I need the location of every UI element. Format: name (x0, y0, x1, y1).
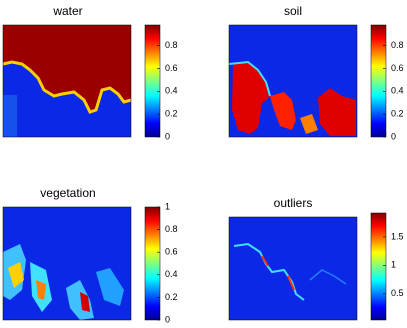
image-frame (2, 24, 132, 138)
colorbar-tick-label: 0 (165, 314, 170, 324)
colorbar-tick-label: 0.8 (391, 40, 404, 50)
panel-title: vegetation (40, 186, 95, 200)
colorbar (144, 206, 161, 321)
colorbar-tick-label: 0.4 (391, 86, 404, 96)
colorbar (144, 24, 161, 138)
soil-map (228, 25, 357, 137)
colorbar (370, 24, 387, 138)
vegetation-map (3, 207, 131, 320)
image-frame (228, 216, 358, 321)
water-map (2, 25, 132, 137)
colorbar-tick-label: 0.5 (391, 288, 404, 298)
colorbar-tick-label: 0.4 (165, 269, 178, 279)
panel-title: outliers (274, 196, 313, 210)
panel-title: water (52, 4, 82, 18)
colorbar-tick-label: 0 (391, 131, 396, 141)
colorbar-tick-label: 1.5 (391, 231, 404, 241)
colorbar-tick-label: 0.8 (165, 224, 178, 234)
colorbar-tick-label: 0.6 (165, 63, 178, 73)
colorbar-tick-label: 0 (165, 131, 170, 141)
colorbar-tick-label: 0.6 (391, 63, 404, 73)
image-frame (2, 206, 132, 321)
colorbar-tick-label: 0.8 (165, 40, 178, 50)
colorbar-tick-label: 0.2 (391, 109, 404, 119)
panel-title: soil (284, 4, 302, 18)
image-frame (228, 24, 358, 138)
outliers-map (229, 217, 357, 320)
colorbar-tick-label: 0.6 (165, 247, 178, 257)
colorbar-tick-label: 0.2 (165, 292, 178, 302)
colorbar-tick-label: 0.4 (165, 86, 178, 96)
colorbar (370, 212, 387, 321)
colorbar-tick-label: 0.2 (165, 109, 178, 119)
colorbar-tick-label: 1 (391, 260, 396, 270)
colorbar-tick-label: 1 (165, 201, 170, 211)
